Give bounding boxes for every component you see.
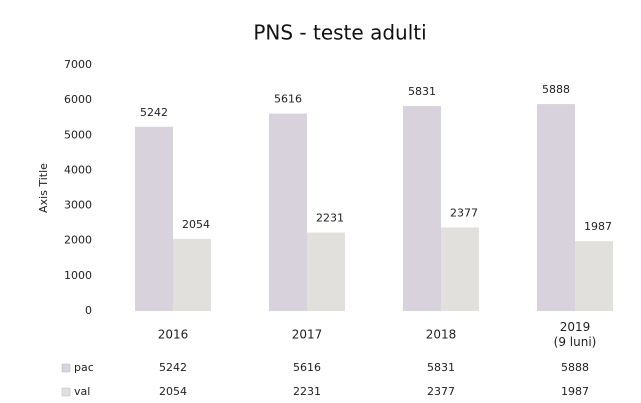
- x-tick-label: 2017: [292, 328, 323, 342]
- bar: [135, 126, 173, 311]
- y-tick-label: 2000: [64, 234, 92, 247]
- data-label: 1987: [584, 220, 612, 233]
- table-value: 5242: [159, 361, 187, 374]
- data-label: 2377: [450, 206, 478, 219]
- table-value: 1987: [561, 385, 589, 398]
- table-value: 5616: [293, 361, 321, 374]
- y-tick-label: 3000: [64, 199, 92, 212]
- data-label: 5242: [140, 106, 168, 119]
- legend-label: val: [74, 385, 90, 398]
- bar: [441, 227, 479, 311]
- data-label: 5888: [542, 83, 570, 96]
- chart-title: PNS - teste adulti: [253, 21, 426, 45]
- bar: [173, 238, 211, 311]
- y-tick-label: 5000: [64, 128, 92, 141]
- bar: [307, 232, 345, 311]
- data-label: 2054: [182, 218, 210, 231]
- y-tick-label: 1000: [64, 269, 92, 282]
- data-label: 5616: [274, 93, 302, 106]
- table-value: 2231: [293, 385, 321, 398]
- bar: [575, 241, 613, 311]
- bar: [537, 104, 575, 311]
- y-tick-label: 0: [85, 304, 92, 317]
- bar: [269, 113, 307, 311]
- table-value: 2377: [427, 385, 455, 398]
- y-tick-label: 4000: [64, 163, 92, 176]
- y-axis-title: Axis Title: [37, 163, 50, 213]
- y-tick-label: 6000: [64, 93, 92, 106]
- data-label: 2231: [316, 212, 344, 225]
- y-tick-label: 7000: [64, 58, 92, 71]
- table-value: 5888: [561, 361, 589, 374]
- x-tick-label: 2019 (9 luni): [554, 320, 597, 349]
- table-value: 2054: [159, 385, 187, 398]
- bar: [403, 106, 441, 311]
- legend-swatch: [61, 387, 71, 397]
- x-tick-label: 2016: [158, 328, 189, 342]
- data-label: 5831: [408, 85, 436, 98]
- x-tick-label: 2018: [426, 328, 457, 342]
- table-value: 5831: [427, 361, 455, 374]
- legend-swatch: [61, 363, 71, 373]
- legend-label: pac: [74, 361, 94, 374]
